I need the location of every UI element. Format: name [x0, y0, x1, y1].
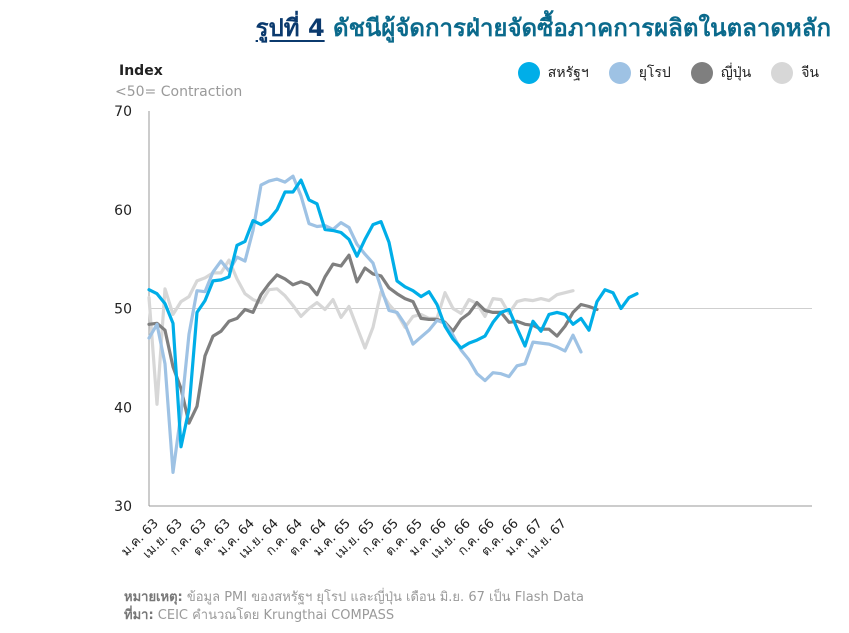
legend-item-japan: ญี่ปุ่น [690, 62, 752, 84]
y-tick-label: 40 [114, 400, 132, 416]
footnote-note-label: หมายเหตุ: [124, 590, 183, 605]
legend-dot-japan-icon [690, 62, 713, 84]
y-axis-note: <50= Contraction [115, 84, 243, 100]
chart-title-block: รูปที่ 4 ดัชนีผู้จัดการฝ่ายจัดซื้อภาคการ… [256, 8, 831, 47]
legend-dot-china-icon [771, 62, 794, 84]
y-tick-label: 60 [114, 203, 132, 219]
series-line-2 [147, 253, 599, 425]
legend-item-us: สหรัฐฯ [517, 62, 589, 84]
legend-label-europe: ยุโรป [638, 65, 671, 81]
legend-item-europe: ยุโรป [608, 62, 671, 84]
series-line-0 [147, 178, 639, 449]
chart-title: ดัชนีผู้จัดการฝ่ายจัดซื้อภาคการผลิตในตลา… [333, 14, 831, 42]
series-line-1 [147, 174, 583, 474]
footnote-note-text: ข้อมูล PMI ของสหรัฐฯ ยุโรป และญี่ปุ่น เด… [186, 590, 584, 605]
footnote-source-label: ที่มา: [124, 608, 154, 623]
footnote-source: ที่มา: CEIC คำนวณโดย Krungthai COMPASS [124, 604, 394, 625]
figure-label: รูปที่ 4 [255, 14, 325, 42]
y-tick-label: 70 [114, 104, 132, 120]
legend: สหรัฐฯ ยุโรป ญี่ปุ่น จีน [517, 62, 819, 84]
legend-item-china: จีน [771, 62, 819, 84]
footnote-note: หมายเหตุ: ข้อมูล PMI ของสหรัฐฯ ยุโรป และ… [124, 586, 584, 607]
legend-label-china: จีน [801, 65, 819, 81]
legend-label-us: สหรัฐฯ [547, 65, 589, 81]
y-tick-label: 30 [114, 499, 132, 515]
legend-label-japan: ญี่ปุ่น [720, 65, 752, 81]
series-line-3 [147, 258, 575, 406]
footnote-source-text: CEIC คำนวณโดย Krungthai COMPASS [157, 608, 395, 623]
y-tick-label: 50 [114, 302, 132, 318]
legend-dot-us-icon [517, 62, 540, 84]
legend-dot-europe-icon [608, 62, 631, 84]
y-axis-title: Index [119, 63, 163, 79]
